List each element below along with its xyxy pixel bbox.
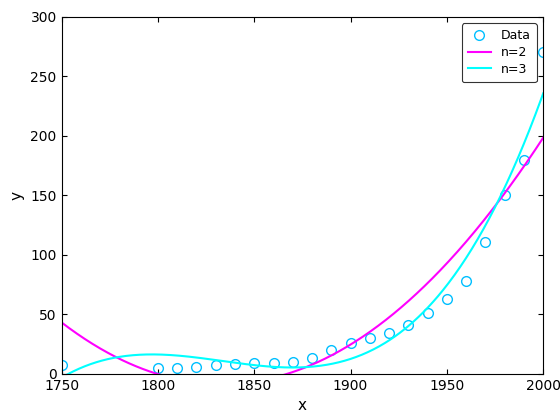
n=2 xyxy=(346,343,353,348)
n=2 xyxy=(58,320,65,325)
n=2 xyxy=(540,135,547,140)
Data xyxy=(270,360,277,365)
Data xyxy=(251,360,258,365)
n=3 xyxy=(345,357,352,362)
X-axis label: x: x xyxy=(298,398,307,413)
Line: n=3: n=3 xyxy=(62,93,543,378)
Data xyxy=(309,356,315,361)
n=2 xyxy=(454,249,461,255)
Data xyxy=(232,362,239,367)
Data xyxy=(174,365,180,370)
Data xyxy=(405,323,412,328)
Y-axis label: y: y xyxy=(10,191,25,200)
n=2 xyxy=(291,369,297,374)
Data xyxy=(290,360,296,365)
Data xyxy=(366,336,373,341)
Data xyxy=(193,364,200,369)
Data xyxy=(328,347,335,352)
n=3 xyxy=(319,363,325,368)
n=3 xyxy=(453,270,460,275)
n=2 xyxy=(529,151,536,156)
n=3 xyxy=(287,365,293,370)
Data xyxy=(347,340,354,345)
n=2 xyxy=(218,381,225,386)
Data xyxy=(521,157,528,162)
Line: n=2: n=2 xyxy=(62,138,543,384)
Line: Data: Data xyxy=(57,47,548,373)
Data xyxy=(444,296,450,301)
Data xyxy=(501,193,508,198)
n=3 xyxy=(540,91,547,96)
Data xyxy=(540,50,547,55)
Data xyxy=(482,239,489,244)
Data xyxy=(463,278,469,284)
Legend: Data, n=2, n=3: Data, n=2, n=3 xyxy=(462,23,537,82)
Data xyxy=(212,363,219,368)
Data xyxy=(386,331,393,336)
n=2 xyxy=(320,357,326,362)
n=2 xyxy=(288,370,295,375)
n=3 xyxy=(528,122,535,127)
Data xyxy=(58,363,65,368)
n=3 xyxy=(290,365,297,370)
n=3 xyxy=(58,375,65,380)
Data xyxy=(155,365,161,370)
Data xyxy=(424,310,431,316)
